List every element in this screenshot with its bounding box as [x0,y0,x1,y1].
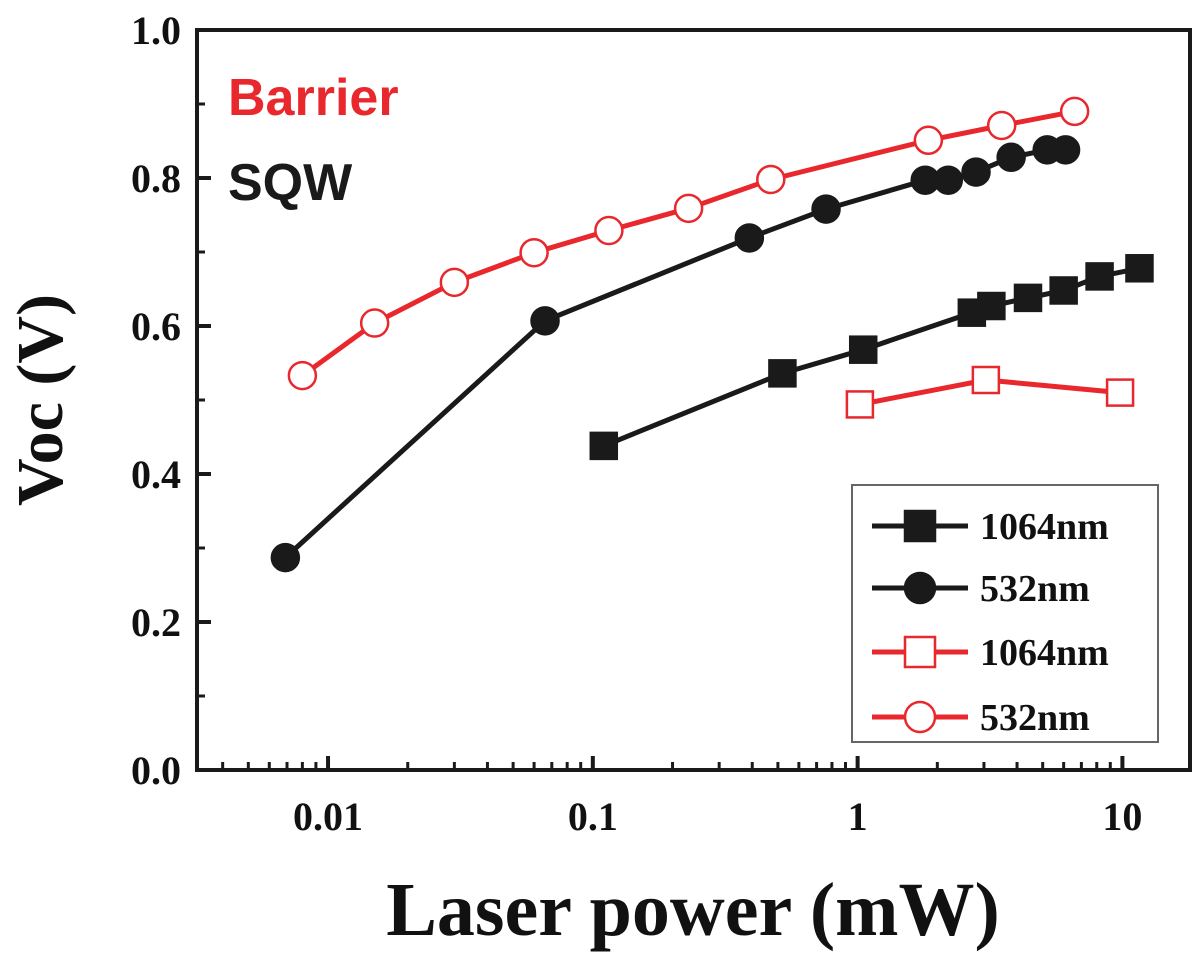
annotation-barrier: Barrier [228,69,399,127]
sqw-1064nm-point [589,431,619,461]
y-tick-label: 0.6 [131,304,181,349]
x-tick-label: 0.1 [568,794,618,839]
barrier-532nm-line [300,108,1076,378]
barrier-532nm-point [594,215,624,246]
x-tick-label: 0.01 [293,794,363,839]
legend-sqw-532nm-marker [903,571,937,605]
sqw-1064nm-point [1125,254,1154,283]
x-axis-title: Laser power (mW) [386,868,1000,952]
sqw-532nm-point [1050,135,1081,165]
plot-frame [195,28,1192,772]
sqw-1064nm-point [848,335,878,364]
sqw-532nm-point [933,165,964,195]
sqw-532nm-point [734,223,765,253]
legend-barrier-532nm-marker [903,700,937,734]
barrier-532nm-point [756,164,786,195]
legend-sqw-1064nm-marker [903,509,937,543]
series-markers [270,96,1154,573]
sqw-532nm-point [961,157,991,187]
y-tick-label: 0.8 [131,156,181,201]
y-axis-title: Voc (V) [4,294,77,506]
barrier-532nm-point [359,308,390,338]
legend: 1064nm 532nm 1064nm 532nm [851,484,1159,743]
sqw-532nm-point [530,306,560,336]
legend-entries: 1064nm 532nm 1064nm 532nm [872,506,1109,739]
legend-barrier-1064nm-marker [903,635,937,669]
sqw-1064nm-point [977,291,1006,321]
legend-barrier-1064nm-label: 1064nm [980,632,1109,674]
barrier-532nm-point [1059,96,1090,127]
sqw-1064nm-point [1049,276,1078,305]
legend-barrier-532nm-label: 532nm [980,697,1090,739]
sqw-1064nm-point [1085,262,1114,291]
sqw-532nm-point [996,142,1026,173]
sqw-1064nm-point [768,359,797,388]
barrier-532nm-point [673,193,704,224]
sqw-532nm-point [811,194,841,224]
x-tick-label: 10 [1102,794,1142,839]
legend-sqw-1064nm-label: 1064nm [980,506,1109,548]
barrier-532nm-point [439,267,470,298]
tick-labels: 0.0 0.2 0.4 0.6 0.8 1.0 0.01 0.1 1 10 [131,8,1142,839]
legend-sqw-532nm-label: 532nm [980,568,1090,610]
barrier-532nm-point [287,360,318,391]
y-tick-label: 0.2 [131,600,181,645]
barrier-532nm-point [519,237,549,268]
barrier-1064nm-point [1105,378,1135,407]
sqw-532nm-point [270,542,301,573]
y-tick-label: 0.0 [131,748,181,793]
barrier-532nm-point [913,125,944,156]
barrier-1064nm-point [845,390,875,419]
barrier-532nm-point [986,110,1017,141]
y-tick-label: 0.4 [131,452,181,497]
sqw-1064nm-point [1013,283,1043,313]
x-tick-label: 1 [848,794,868,839]
annotation-sqw: SQW [228,154,353,212]
barrier-1064nm-point [971,365,1001,395]
y-tick-label: 1.0 [131,8,181,53]
